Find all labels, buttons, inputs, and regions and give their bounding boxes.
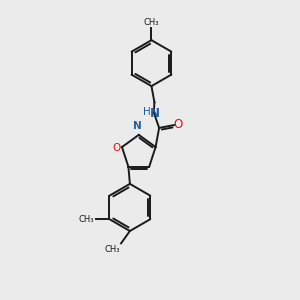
Text: CH₃: CH₃: [104, 244, 120, 253]
Text: O: O: [112, 142, 121, 153]
Text: H: H: [143, 107, 151, 117]
Text: N: N: [150, 107, 160, 120]
Text: CH₃: CH₃: [144, 18, 159, 27]
Text: N: N: [133, 121, 142, 131]
Text: CH₃: CH₃: [78, 215, 94, 224]
Text: O: O: [174, 118, 183, 131]
